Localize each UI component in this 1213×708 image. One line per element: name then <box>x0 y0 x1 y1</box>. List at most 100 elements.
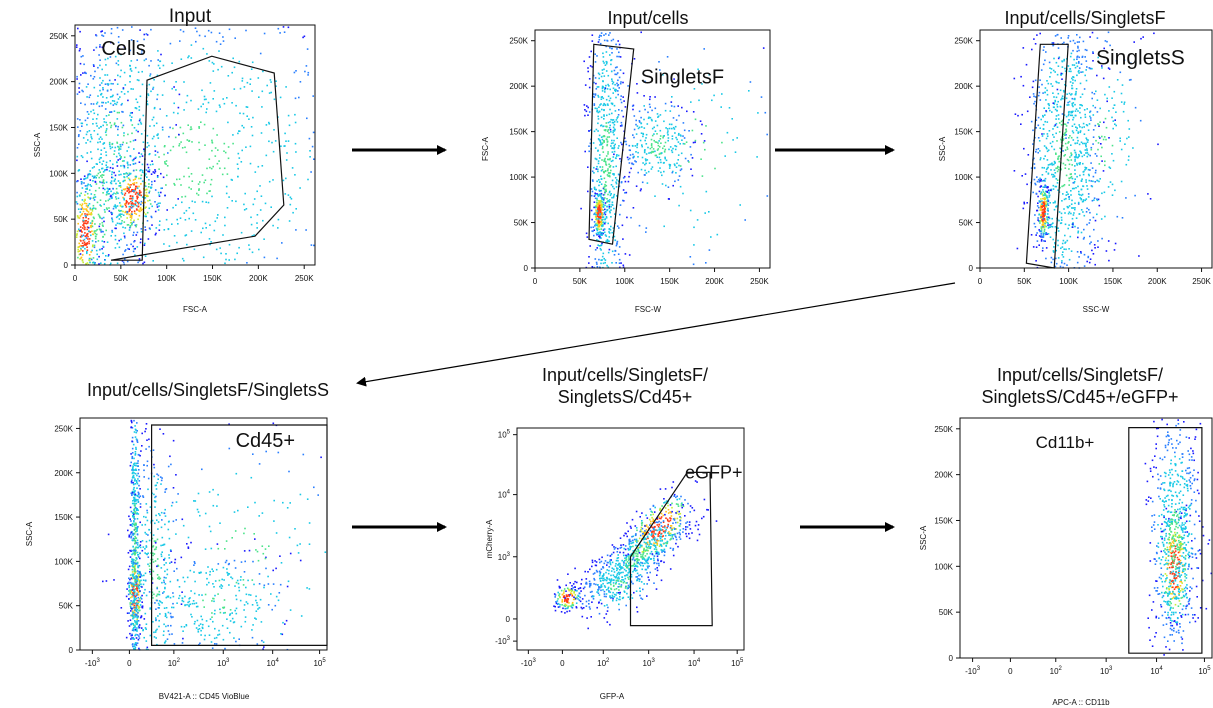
event-dot <box>133 498 136 500</box>
event-dot <box>134 505 136 507</box>
event-dot <box>86 262 89 264</box>
event-dot <box>153 78 155 81</box>
event-dot <box>1128 136 1130 138</box>
event-dot <box>1119 71 1122 74</box>
event-dot <box>1058 82 1060 84</box>
event-dot <box>102 160 105 162</box>
event-dot <box>1069 177 1072 179</box>
event-dot <box>1084 56 1086 58</box>
event-dot <box>1047 172 1050 175</box>
event-dot <box>686 110 688 113</box>
event-dot <box>176 218 178 221</box>
event-dot <box>130 119 132 121</box>
event-dot <box>114 174 117 177</box>
event-dots <box>75 26 315 266</box>
event-dot <box>1107 240 1110 242</box>
event-dot <box>1040 206 1043 208</box>
event-dot <box>119 205 122 207</box>
event-dot <box>1063 184 1066 186</box>
event-dot <box>649 98 651 101</box>
event-dot <box>1046 197 1049 199</box>
event-dot <box>1104 160 1106 163</box>
event-dot <box>164 515 167 517</box>
event-dot <box>1024 173 1027 175</box>
event-dot <box>651 146 653 148</box>
event-dot <box>601 259 603 261</box>
event-dot <box>611 147 613 150</box>
event-dot <box>134 549 136 552</box>
event-dot <box>616 195 618 197</box>
event-dot <box>1072 105 1074 108</box>
event-dot <box>172 602 174 605</box>
event-dot <box>602 80 604 83</box>
event-dot <box>211 61 214 64</box>
event-dot <box>1052 202 1055 204</box>
event-dot <box>140 598 143 600</box>
event-dot <box>1055 153 1057 155</box>
event-dot <box>604 104 607 107</box>
event-dot <box>613 174 615 176</box>
event-dot <box>76 180 78 183</box>
event-dot <box>83 243 86 246</box>
event-dot <box>134 212 136 214</box>
event-dot <box>603 231 606 234</box>
event-dot <box>607 266 610 268</box>
event-dot <box>151 183 153 186</box>
event-dot <box>138 582 141 584</box>
event-dot <box>1101 65 1103 67</box>
event-dot <box>1044 177 1047 180</box>
event-dot <box>1078 190 1080 193</box>
event-dot <box>1064 142 1067 145</box>
event-dot <box>603 159 606 161</box>
event-dot <box>1030 167 1033 169</box>
event-dot <box>685 141 688 143</box>
event-dot <box>603 186 605 189</box>
event-dot <box>176 178 178 181</box>
event-dot <box>608 210 611 213</box>
y-axis-label: SSC-A <box>938 136 947 161</box>
event-dot <box>1070 194 1072 196</box>
event-dot <box>651 166 654 168</box>
event-dot <box>149 203 152 205</box>
event-dot <box>237 167 239 170</box>
event-dot <box>147 166 150 169</box>
event-dot <box>1108 137 1110 139</box>
event-dot <box>1047 164 1050 166</box>
event-dot <box>1064 149 1067 151</box>
event-dot <box>1047 166 1049 169</box>
event-dot <box>238 130 241 132</box>
event-dot <box>1047 149 1050 151</box>
event-dot <box>194 27 197 29</box>
event-dot <box>609 166 611 168</box>
event-dot <box>1032 80 1035 83</box>
event-dot <box>129 464 132 467</box>
event-dot <box>134 187 137 190</box>
event-dot <box>142 114 145 117</box>
event-dot <box>708 74 710 76</box>
event-dot <box>1073 187 1075 190</box>
event-dot <box>599 213 602 215</box>
event-dot <box>1057 244 1059 247</box>
event-dot <box>120 157 122 159</box>
event-dot <box>1097 142 1100 144</box>
event-dot <box>148 170 151 173</box>
event-dot <box>1098 125 1100 127</box>
event-dot <box>609 172 612 174</box>
event-dot <box>156 98 158 101</box>
y-tick-label: 150K <box>509 128 528 137</box>
event-dot <box>616 82 618 85</box>
event-dot <box>607 104 609 106</box>
y-tick-label: 50K <box>959 219 974 228</box>
event-dot <box>1128 155 1130 158</box>
event-dot <box>106 208 108 211</box>
event-dot <box>110 126 112 129</box>
event-dot <box>680 168 683 170</box>
event-dot <box>263 584 266 587</box>
event-dot <box>1044 224 1046 227</box>
event-dot <box>104 131 107 134</box>
event-dot <box>129 224 132 227</box>
event-dot <box>1041 83 1043 86</box>
y-tick-label: 150K <box>49 123 68 132</box>
event-dot <box>605 216 608 218</box>
event-dot <box>135 576 137 578</box>
